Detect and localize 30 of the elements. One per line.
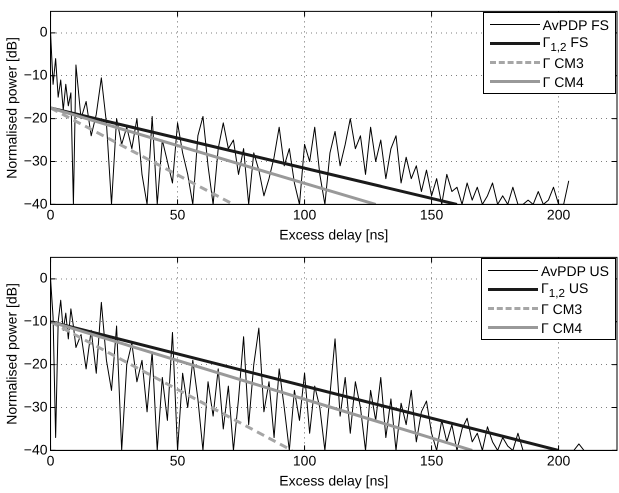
legend-label: AvPDP US: [541, 262, 609, 279]
y-axis-title: Normalised power [dB]: [3, 37, 20, 179]
y-tick-label: −40: [24, 441, 48, 458]
x-tick-label: 100: [292, 206, 316, 223]
y-tick-label: −40: [24, 195, 48, 212]
y-tick-label: 0: [40, 270, 48, 286]
x-axis-title: Excess delay [ns]: [279, 226, 388, 242]
x-axis-title: Excess delay [ns]: [279, 472, 388, 488]
y-tick-label: −30: [24, 398, 48, 414]
x-tick-label: 200: [546, 452, 570, 469]
legend-label: Γ CM3: [542, 54, 584, 71]
y-tick-label: −20: [24, 109, 48, 126]
legend-label: AvPDP FS: [542, 16, 609, 33]
x-tick-label: 50: [170, 452, 186, 469]
x-tick-label: 100: [292, 452, 316, 469]
x-tick-label: 200: [546, 206, 570, 223]
y-tick-label: −10: [24, 312, 48, 329]
x-tick-label: 150: [420, 206, 444, 223]
x-tick-label: 150: [420, 452, 444, 469]
y-axis-title: Normalised power [dB]: [3, 283, 20, 425]
legend-label: Γ CM4: [542, 74, 584, 90]
legend-label: Γ CM4: [541, 320, 582, 336]
legend-label: Γ CM3: [541, 300, 582, 317]
y-tick-label: −30: [24, 152, 48, 168]
x-tick-label: 50: [170, 206, 186, 223]
legend-label: Γ$_{1,2}$ FS: [542, 34, 588, 54]
y-tick-label: 0: [40, 24, 48, 40]
legend-label: Γ$_{1,2}$ US: [541, 280, 588, 300]
y-tick-label: −20: [24, 355, 48, 372]
y-tick-label: −10: [24, 66, 48, 83]
